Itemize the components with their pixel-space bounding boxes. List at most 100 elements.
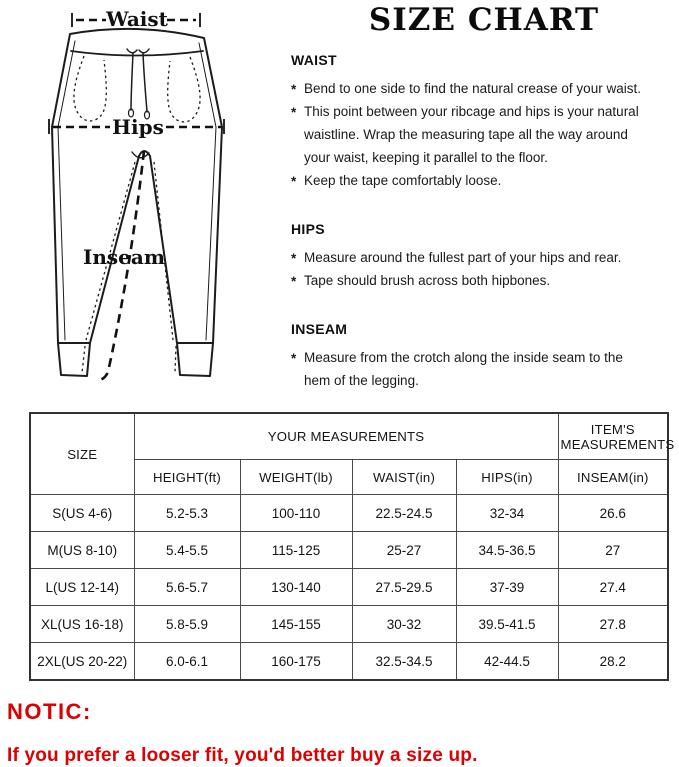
table-row: L(US 12-14) 5.6-5.7 130-140 27.5-29.5 37… bbox=[29, 568, 669, 606]
right-cuff-stitch bbox=[174, 345, 177, 374]
bullet-text: Measure around the fullest part of your … bbox=[304, 250, 622, 265]
right-side-seam bbox=[198, 42, 217, 341]
section-inseam: INSEAM * Measure from the crotch along t… bbox=[291, 321, 669, 392]
right-cuff bbox=[176, 342, 214, 377]
bullet-marker: * bbox=[291, 351, 297, 366]
list-item: * This point between your ribcage and hi… bbox=[291, 100, 669, 169]
right-inseam-stitch bbox=[153, 161, 174, 341]
hips-cell: 34.5-36.5 bbox=[455, 531, 559, 569]
waist-column-header: WAIST(in) bbox=[351, 459, 457, 495]
table-header-row-groups: SIZE YOUR MEASUREMENTS ITEM'S MEASUREMEN… bbox=[29, 412, 674, 495]
height-cell: 5.6-5.7 bbox=[133, 568, 241, 606]
list-item: * Tape should brush across both hipbones… bbox=[291, 269, 669, 292]
page-title: SIZE CHART bbox=[368, 2, 600, 38]
weight-cell: 115-125 bbox=[239, 531, 353, 569]
height-cell: 5.2-5.3 bbox=[133, 494, 241, 532]
section-hips: HIPS * Measure around the fullest part o… bbox=[291, 221, 669, 292]
hips-cell: 37-39 bbox=[455, 568, 559, 606]
drawstring-right-tip bbox=[143, 110, 151, 120]
section-waist: WAIST * Bend to one side to find the nat… bbox=[291, 52, 669, 192]
waist-measure-ticks bbox=[71, 13, 201, 27]
bullet-marker: * bbox=[291, 274, 297, 289]
inseam-column-header: INSEAM(in) bbox=[557, 459, 669, 495]
list-item: * Keep the tape comfortably loose. bbox=[291, 169, 669, 192]
height-cell: 5.4-5.5 bbox=[133, 531, 241, 569]
bullet-marker: * bbox=[291, 174, 297, 189]
size-cell: S(US 4-6) bbox=[29, 494, 135, 532]
hips-cell: 32-34 bbox=[455, 494, 559, 532]
waist-cell: 32.5-34.5 bbox=[351, 642, 457, 681]
left-pocket-stitch bbox=[73, 55, 107, 122]
section-inseam-heading: INSEAM bbox=[291, 321, 348, 337]
size-table: SIZE YOUR MEASUREMENTS ITEM'S MEASUREMEN… bbox=[29, 412, 674, 681]
waist-cell: 25-27 bbox=[351, 531, 457, 569]
drawstring-right-cord bbox=[142, 52, 148, 113]
crotch-seam bbox=[131, 151, 150, 159]
inseam-diagram-label: Inseam bbox=[83, 245, 165, 269]
pants-outline bbox=[51, 27, 223, 344]
left-cuff bbox=[57, 342, 91, 377]
drawstring-left-tip bbox=[127, 108, 135, 118]
size-cell: M(US 8-10) bbox=[29, 531, 135, 569]
hips-cell: 39.5-41.5 bbox=[455, 605, 559, 643]
notice-text: If you prefer a looser fit, you'd better… bbox=[7, 745, 478, 766]
inseam-cell: 27.8 bbox=[557, 605, 669, 643]
weight-cell: 130-140 bbox=[239, 568, 353, 606]
size-column-header: SIZE bbox=[29, 412, 135, 495]
left-inseam-stitch bbox=[85, 161, 136, 341]
bullet-text: Tape should brush across both hipbones. bbox=[304, 273, 551, 288]
bullet-text: Measure from the crotch along the inside… bbox=[304, 350, 623, 388]
bullet-marker: * bbox=[291, 105, 297, 120]
bullet-text: Keep the tape comfortably loose. bbox=[304, 173, 502, 188]
bullet-marker: * bbox=[291, 82, 297, 97]
waist-cell: 27.5-29.5 bbox=[351, 568, 457, 606]
waist-cell: 22.5-24.5 bbox=[351, 494, 457, 532]
weight-cell: 100-110 bbox=[239, 494, 353, 532]
inseam-cell: 26.6 bbox=[557, 494, 669, 532]
items-measurements-header: ITEM'S MEASUREMENTS bbox=[557, 412, 674, 460]
right-pocket-stitch bbox=[167, 56, 201, 123]
table-row: S(US 4-6) 5.2-5.3 100-110 22.5-24.5 32-3… bbox=[29, 494, 669, 532]
height-cell: 6.0-6.1 bbox=[133, 642, 241, 681]
measure-instructions: WAIST * Bend to one side to find the nat… bbox=[291, 52, 669, 392]
height-column-header: HEIGHT(ft) bbox=[133, 459, 241, 495]
bullet-marker: * bbox=[291, 251, 297, 266]
notice-heading: NOTIC: bbox=[7, 699, 92, 724]
size-cell: L(US 12-14) bbox=[29, 568, 135, 606]
waist-cell: 30-32 bbox=[351, 605, 457, 643]
waist-diagram-label: Waist bbox=[105, 7, 169, 31]
your-measurements-header: YOUR MEASUREMENTS bbox=[133, 412, 559, 460]
table-row: M(US 8-10) 5.4-5.5 115-125 25-27 34.5-36… bbox=[29, 531, 669, 569]
table-row: 2XL(US 20-22) 6.0-6.1 160-175 32.5-34.5 … bbox=[29, 642, 669, 681]
inseam-cell: 27 bbox=[557, 531, 669, 569]
weight-cell: 160-175 bbox=[239, 642, 353, 681]
left-cuff-stitch bbox=[81, 345, 86, 374]
inseam-cell: 27.4 bbox=[557, 568, 669, 606]
bullet-text: This point between your ribcage and hips… bbox=[304, 104, 639, 165]
list-item: * Bend to one side to find the natural c… bbox=[291, 77, 669, 100]
list-item: * Measure around the fullest part of you… bbox=[291, 246, 669, 269]
section-waist-heading: WAIST bbox=[291, 52, 337, 68]
weight-column-header: WEIGHT(lb) bbox=[239, 459, 353, 495]
drawstring-knot bbox=[126, 48, 150, 54]
inseam-measure-dash bbox=[95, 150, 146, 382]
height-cell: 5.8-5.9 bbox=[133, 605, 241, 643]
list-item: * Measure from the crotch along the insi… bbox=[291, 346, 669, 392]
section-hips-heading: HIPS bbox=[291, 221, 325, 237]
notice-block: NOTIC: If you prefer a looser fit, you'd… bbox=[7, 699, 478, 767]
pants-diagram: Waist Hips Inseam bbox=[48, 7, 225, 382]
table-row: XL(US 16-18) 5.8-5.9 145-155 30-32 39.5-… bbox=[29, 605, 669, 643]
inseam-cell: 28.2 bbox=[557, 642, 669, 681]
size-cell: XL(US 16-18) bbox=[29, 605, 135, 643]
hips-cell: 42-44.5 bbox=[455, 642, 559, 681]
hips-diagram-label: Hips bbox=[112, 115, 164, 139]
hips-column-header: HIPS(in) bbox=[455, 459, 559, 495]
drawstring-left-cord bbox=[130, 52, 134, 111]
table-header-row-columns: HEIGHT(ft) WEIGHT(lb) WAIST(in) HIPS(in)… bbox=[30, 459, 669, 495]
bullet-text: Bend to one side to find the natural cre… bbox=[304, 81, 641, 96]
size-cell: 2XL(US 20-22) bbox=[29, 642, 135, 681]
hips-measure-ticks bbox=[48, 119, 225, 134]
waistband-seam bbox=[70, 50, 204, 57]
weight-cell: 145-155 bbox=[239, 605, 353, 643]
